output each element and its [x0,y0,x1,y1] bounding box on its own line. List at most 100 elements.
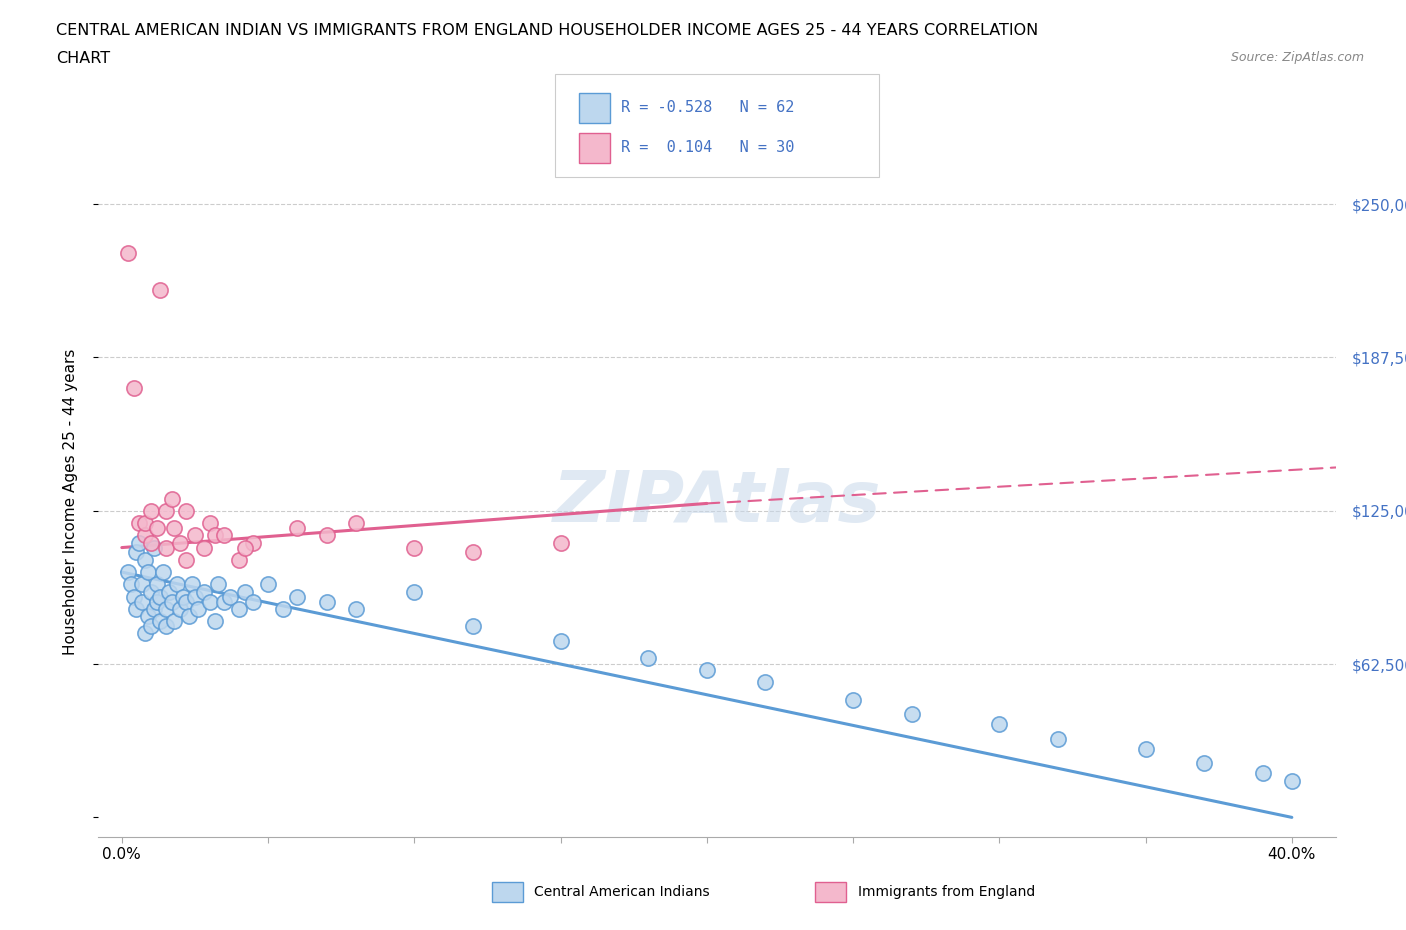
Point [344,515,367,530]
Point [149,283,172,298]
Point [204,614,226,629]
Point [181,577,204,591]
Text: R = -0.528   N = 62: R = -0.528 N = 62 [621,100,794,115]
Point [204,528,226,543]
Point [120,577,142,591]
Point [285,590,308,604]
Point [404,584,426,599]
Point [242,536,264,551]
Point [172,590,194,604]
Point [696,663,718,678]
Point [344,602,367,617]
Point [166,577,188,591]
Point [271,602,294,617]
Point [177,609,200,624]
Text: Central American Indians: Central American Indians [534,884,710,899]
Text: CHART: CHART [56,51,110,66]
Point [155,540,177,555]
Point [212,528,235,543]
Text: Source: ZipAtlas.com: Source: ZipAtlas.com [1230,51,1364,64]
Point [134,528,156,543]
Point [139,536,162,551]
Point [1135,741,1157,756]
Point [155,503,177,518]
Point [988,717,1011,732]
Point [122,590,145,604]
Point [193,540,215,555]
Point [163,521,186,536]
Point [242,594,264,609]
Point [152,565,174,579]
Point [155,602,177,617]
Point [149,590,172,604]
Point [257,577,280,591]
Text: ZIPAtlas: ZIPAtlas [553,468,882,537]
Point [198,515,221,530]
Point [128,536,150,551]
Point [117,246,139,260]
Point [1192,756,1215,771]
Point [131,594,153,609]
Point [169,536,191,551]
Point [143,602,166,617]
Point [146,577,169,591]
Point [233,540,256,555]
Point [139,618,162,633]
Point [315,528,337,543]
Point [122,380,145,395]
Point [146,594,169,609]
Point [131,577,153,591]
Point [157,584,180,599]
Point [149,614,172,629]
Point [198,594,221,609]
Point [163,614,186,629]
Point [184,590,207,604]
Point [136,565,159,579]
Point [900,707,922,722]
Point [160,491,183,506]
Point [139,503,162,518]
Text: Immigrants from England: Immigrants from England [858,884,1035,899]
Point [1251,765,1274,780]
Point [174,552,197,567]
Point [136,609,159,624]
Point [219,590,242,604]
Point [461,545,484,560]
Point [228,552,250,567]
Point [143,540,166,555]
Point [842,692,865,707]
Text: R =  0.104   N = 30: R = 0.104 N = 30 [621,140,794,155]
Point [134,552,156,567]
Point [228,602,250,617]
Point [207,577,229,591]
Point [155,618,177,633]
Point [637,650,659,665]
Point [404,540,426,555]
Point [754,675,776,690]
Point [174,503,197,518]
Point [212,594,235,609]
Point [160,594,183,609]
Point [187,602,209,617]
Point [134,515,156,530]
Point [461,618,484,633]
Point [174,594,197,609]
Point [184,528,207,543]
Point [550,536,572,551]
Point [169,602,191,617]
Point [1046,732,1069,747]
Point [139,584,162,599]
Point [134,626,156,641]
Point [125,545,148,560]
Y-axis label: Householder Income Ages 25 - 44 years: Householder Income Ages 25 - 44 years [63,349,77,656]
Point [550,633,572,648]
Point [193,584,215,599]
Text: CENTRAL AMERICAN INDIAN VS IMMIGRANTS FROM ENGLAND HOUSEHOLDER INCOME AGES 25 - : CENTRAL AMERICAN INDIAN VS IMMIGRANTS FR… [56,23,1039,38]
Point [315,594,337,609]
Point [146,521,169,536]
Point [233,584,256,599]
Point [117,565,139,579]
Point [125,602,148,617]
Point [1281,773,1303,788]
Point [285,521,308,536]
